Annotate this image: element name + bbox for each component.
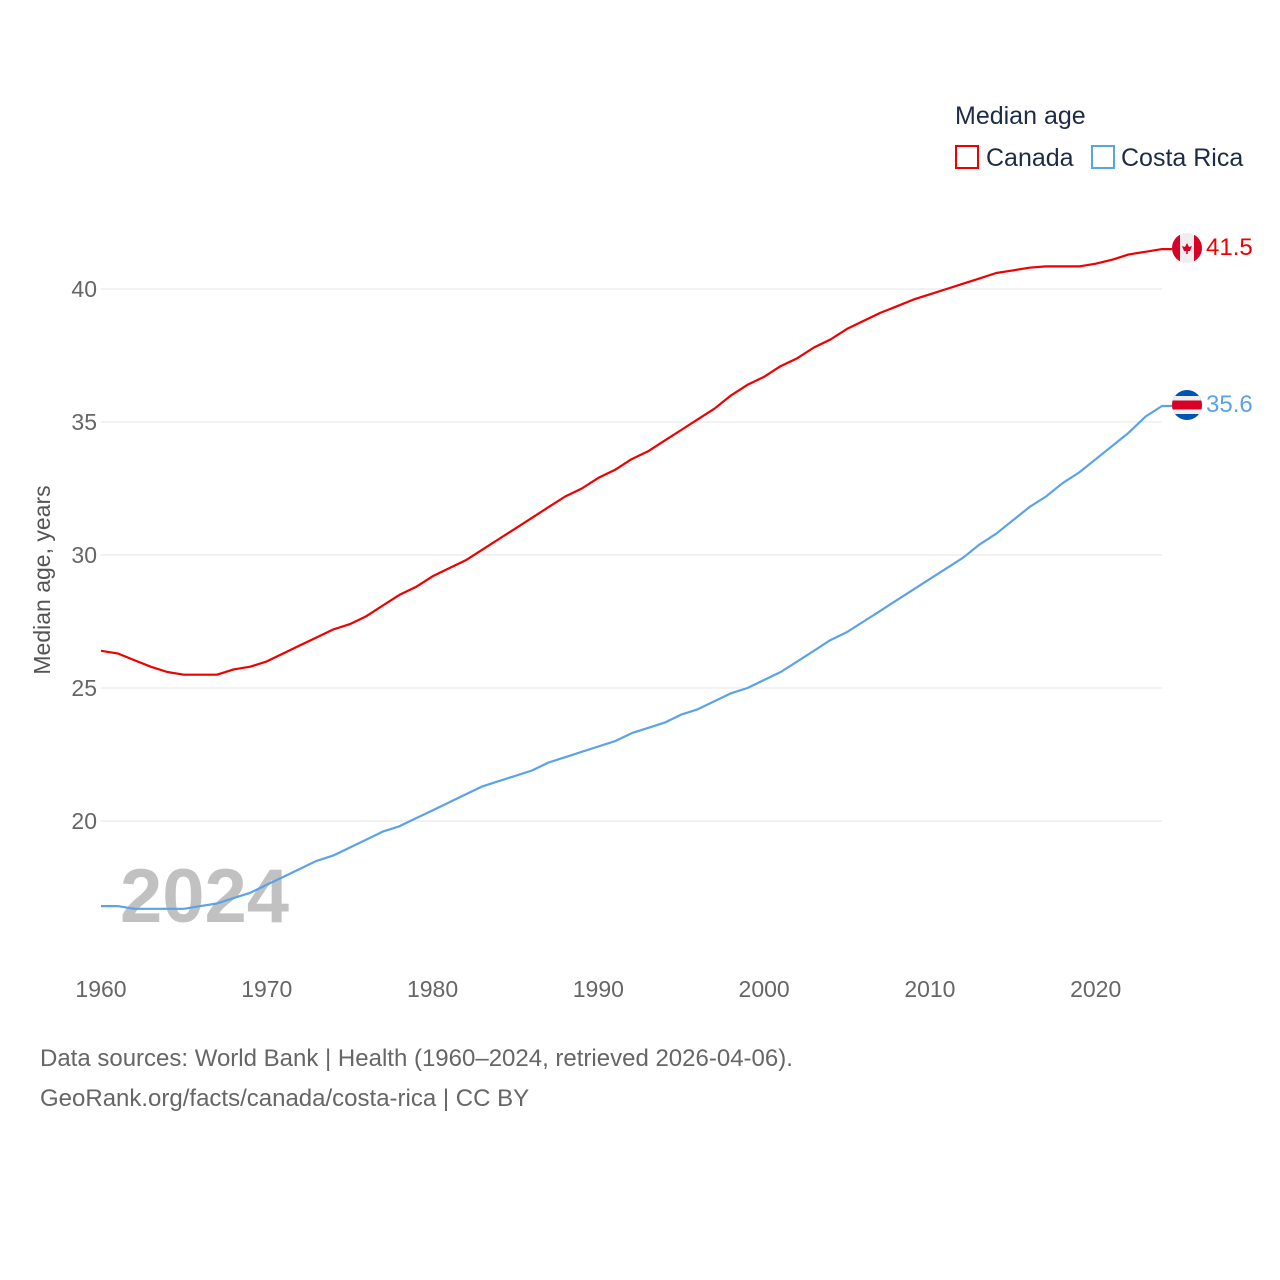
- legend-swatch-costa-rica[interactable]: [1091, 145, 1115, 169]
- legend-label-costa-rica[interactable]: Costa Rica: [1121, 144, 1243, 172]
- series-line-canada: [100, 248, 1172, 676]
- y-axis-ticks: 20 25 30 35 40: [71, 276, 97, 834]
- end-label-costa-rica: 35.6: [1206, 391, 1253, 418]
- costa-rica-flag-icon: [1172, 390, 1202, 420]
- series-line-costa-rica: [101, 404, 1172, 910]
- legend: Median age Canada Costa Rica: [955, 102, 1243, 172]
- source-text: Data sources: World Bank | Health (1960–…: [40, 1045, 793, 1072]
- y-tick-label: 40: [71, 276, 97, 302]
- y-axis-label: Median age, years: [29, 485, 55, 674]
- x-tick-label: 2010: [904, 976, 955, 1002]
- year-watermark: 2024: [120, 854, 289, 939]
- end-label-canada: 41.5: [1206, 234, 1253, 261]
- y-tick-label: 20: [71, 808, 97, 834]
- canada-flag-icon: [1172, 233, 1202, 263]
- legend-label-canada[interactable]: Canada: [986, 144, 1074, 172]
- x-tick-label: 1970: [241, 976, 292, 1002]
- y-tick-label: 35: [71, 409, 97, 435]
- x-tick-label: 1960: [75, 976, 126, 1002]
- y-tick-label: 25: [71, 675, 97, 701]
- x-tick-label: 1990: [573, 976, 624, 1002]
- grid-lines: [101, 288, 1162, 822]
- x-tick-label: 1980: [407, 976, 458, 1002]
- legend-title: Median age: [955, 102, 1086, 130]
- series-lines: [100, 248, 1172, 910]
- x-axis-ticks: 1960 1970 1980 1990 2000 2010 2020: [75, 976, 1121, 1002]
- x-tick-label: 2000: [739, 976, 790, 1002]
- legend-swatch-canada[interactable]: [955, 145, 979, 169]
- x-tick-label: 2020: [1070, 976, 1121, 1002]
- y-tick-label: 30: [71, 542, 97, 568]
- attribution-link[interactable]: GeoRank.org/facts/canada/costa-rica | CC…: [40, 1085, 530, 1112]
